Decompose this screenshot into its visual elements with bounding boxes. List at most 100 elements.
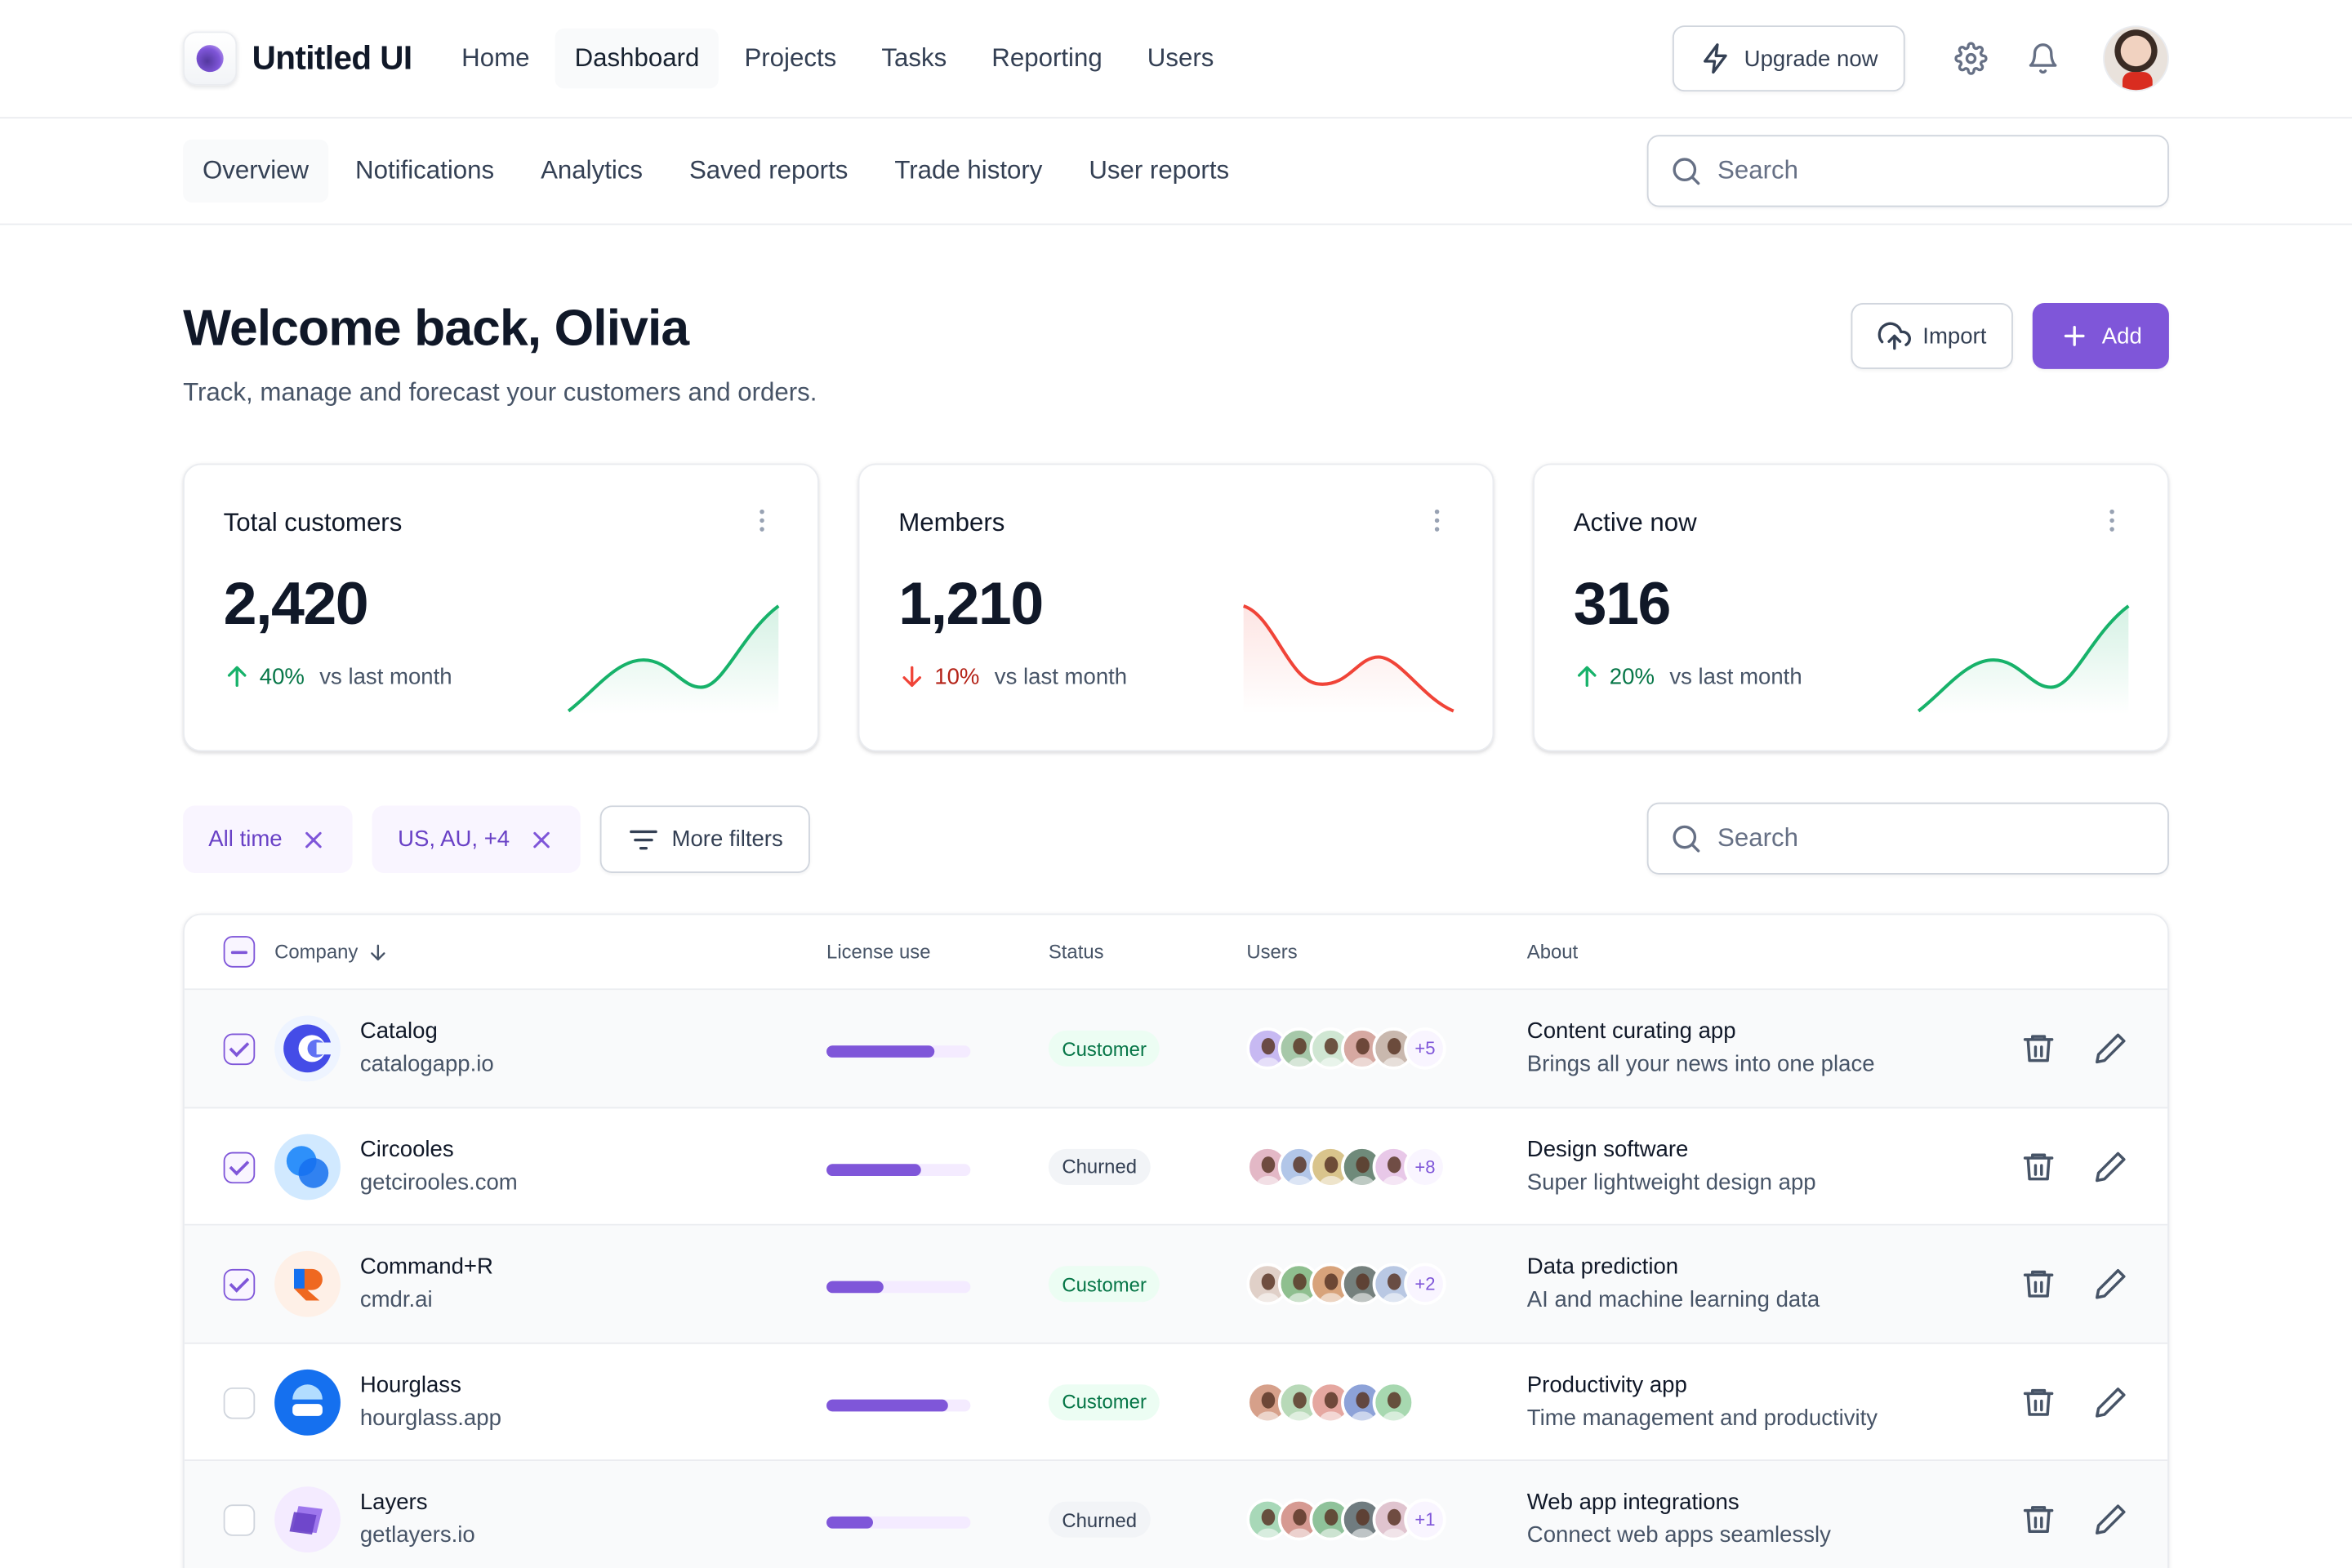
upgrade-label: Upgrade now (1744, 46, 1878, 72)
metric-card-active-now: Active now 316 20% vs last month (1533, 463, 2169, 752)
nav-item-home[interactable]: Home (461, 43, 530, 73)
add-button[interactable]: Add (2033, 303, 2169, 369)
card-menu-button[interactable] (2096, 504, 2128, 537)
tab-saved-reports[interactable]: Saved reports (688, 156, 849, 185)
table-row[interactable]: Hourglass hourglass.app Customer Product… (184, 1343, 2168, 1461)
trash-icon[interactable] (2020, 1383, 2056, 1419)
layers-logo (274, 1486, 341, 1553)
table-row[interactable]: Layers getlayers.io Churned +1 Web app i… (184, 1460, 2168, 1568)
pencil-icon[interactable] (2092, 1266, 2128, 1302)
more-filters-label: More filters (671, 826, 783, 853)
arrow-up-icon (227, 666, 247, 688)
card-value: 316 (1573, 571, 1672, 638)
status-badge: Customer (1048, 1266, 1160, 1303)
sub-navigation: Overview Notifications Analytics Saved r… (0, 118, 2352, 225)
user-avatar-group: +1 (1246, 1498, 1446, 1541)
company-name: Command+R (359, 1254, 493, 1280)
card-change: 40% (259, 663, 305, 689)
card-menu-button[interactable] (746, 504, 778, 537)
card-menu-button[interactable] (1420, 504, 1453, 537)
header-company[interactable]: Company (274, 940, 388, 964)
more-filters-button[interactable]: More filters (599, 805, 810, 873)
trash-icon[interactable] (2020, 1266, 2056, 1302)
trash-icon[interactable] (2020, 1502, 2056, 1538)
pencil-icon[interactable] (2092, 1502, 2128, 1538)
tab-notifications[interactable]: Notifications (355, 156, 495, 185)
filter-chip-region[interactable]: US, AU, +4 (372, 805, 581, 873)
trash-icon[interactable] (2020, 1148, 2056, 1184)
logo[interactable]: Untitled UI (183, 31, 412, 86)
company-url: catalogapp.io (359, 1051, 494, 1077)
row-checkbox[interactable] (223, 1504, 256, 1536)
arrow-down-icon (902, 666, 922, 688)
tab-user-reports[interactable]: User reports (1089, 156, 1230, 185)
card-change-label: vs last month (319, 663, 452, 689)
tab-trade-history[interactable]: Trade history (894, 156, 1043, 185)
row-checkbox[interactable] (223, 1387, 256, 1419)
company-name: Catalog (359, 1018, 438, 1045)
sparkline-chart (567, 604, 780, 715)
arrow-up-icon (1577, 666, 1597, 688)
header-company-label: Company (274, 940, 359, 964)
search-icon (1673, 158, 1700, 185)
row-checkbox[interactable] (223, 1268, 256, 1301)
tab-analytics[interactable]: Analytics (541, 156, 644, 185)
upgrade-button[interactable]: Upgrade now (1672, 25, 1905, 92)
upload-cloud-icon (1878, 322, 1911, 350)
tab-overview[interactable]: Overview (183, 139, 328, 203)
table-row[interactable]: Circooles getcirooles.com Churned +8 Des… (184, 1107, 2168, 1226)
table-row[interactable]: Catalog catalogapp.io Customer +5 Conten… (184, 990, 2168, 1108)
notifications-button[interactable] (2007, 25, 2079, 91)
close-icon[interactable] (528, 826, 555, 853)
nav-item-projects[interactable]: Projects (744, 43, 837, 73)
table-search-input[interactable] (1717, 823, 2138, 854)
header-search (1646, 135, 2169, 207)
header-search-input[interactable] (1717, 156, 2138, 186)
search-icon (1673, 825, 1700, 853)
card-change-label: vs last month (1669, 663, 1802, 689)
about-description: Connect web apps seamlessly (1526, 1522, 1831, 1548)
trash-icon[interactable] (2020, 1031, 2056, 1067)
row-checkbox[interactable] (223, 1151, 256, 1183)
logo-icon (183, 31, 238, 86)
filter-chip-all-time[interactable]: All time (183, 805, 353, 873)
nav-item-reporting[interactable]: Reporting (991, 43, 1102, 73)
commandr-logo (274, 1250, 341, 1317)
license-progress (826, 1281, 971, 1294)
filter-lines-icon (629, 829, 657, 849)
about-description: Time management and productivity (1526, 1405, 1878, 1431)
about-description: Brings all your news into one place (1526, 1051, 1875, 1077)
nav-item-dashboard[interactable]: Dashboard (555, 28, 719, 89)
dots-vertical-icon (760, 509, 764, 532)
user-avatar[interactable] (2103, 25, 2169, 92)
table-row[interactable]: Command+R cmdr.ai Customer +2 Data predi… (184, 1225, 2168, 1343)
card-change-label: vs last month (994, 663, 1128, 689)
about-title: Content curating app (1526, 1018, 1736, 1045)
user-avatar-group: +5 (1246, 1027, 1446, 1070)
about-description: AI and machine learning data (1526, 1286, 1820, 1313)
header-users: Users (1246, 940, 1298, 964)
status-badge: Customer (1048, 1030, 1160, 1067)
card-change: 20% (1609, 663, 1655, 689)
nav-item-users[interactable]: Users (1147, 43, 1214, 73)
table-search (1646, 802, 2169, 875)
status-badge: Churned (1048, 1148, 1151, 1185)
user-avatar-group: +8 (1246, 1145, 1446, 1187)
card-title: Total customers (223, 508, 403, 537)
close-icon[interactable] (301, 826, 327, 853)
company-name: Layers (359, 1489, 428, 1516)
settings-button[interactable] (1935, 25, 2007, 91)
more-users-count: +1 (1404, 1498, 1446, 1541)
pencil-icon[interactable] (2092, 1383, 2128, 1419)
metric-card-total-customers: Total customers 2,420 40% vs last month (183, 463, 819, 752)
main-nav: Home Dashboard Projects Tasks Reporting … (442, 28, 1233, 89)
nav-item-tasks[interactable]: Tasks (881, 43, 947, 73)
company-name: Hourglass (359, 1371, 461, 1397)
about-title: Design software (1526, 1136, 1689, 1162)
import-button[interactable]: Import (1851, 303, 2014, 369)
about-title: Web app integrations (1526, 1489, 1740, 1516)
pencil-icon[interactable] (2092, 1031, 2128, 1067)
pencil-icon[interactable] (2092, 1148, 2128, 1184)
select-all-checkbox[interactable] (223, 936, 256, 968)
row-checkbox[interactable] (223, 1033, 256, 1066)
